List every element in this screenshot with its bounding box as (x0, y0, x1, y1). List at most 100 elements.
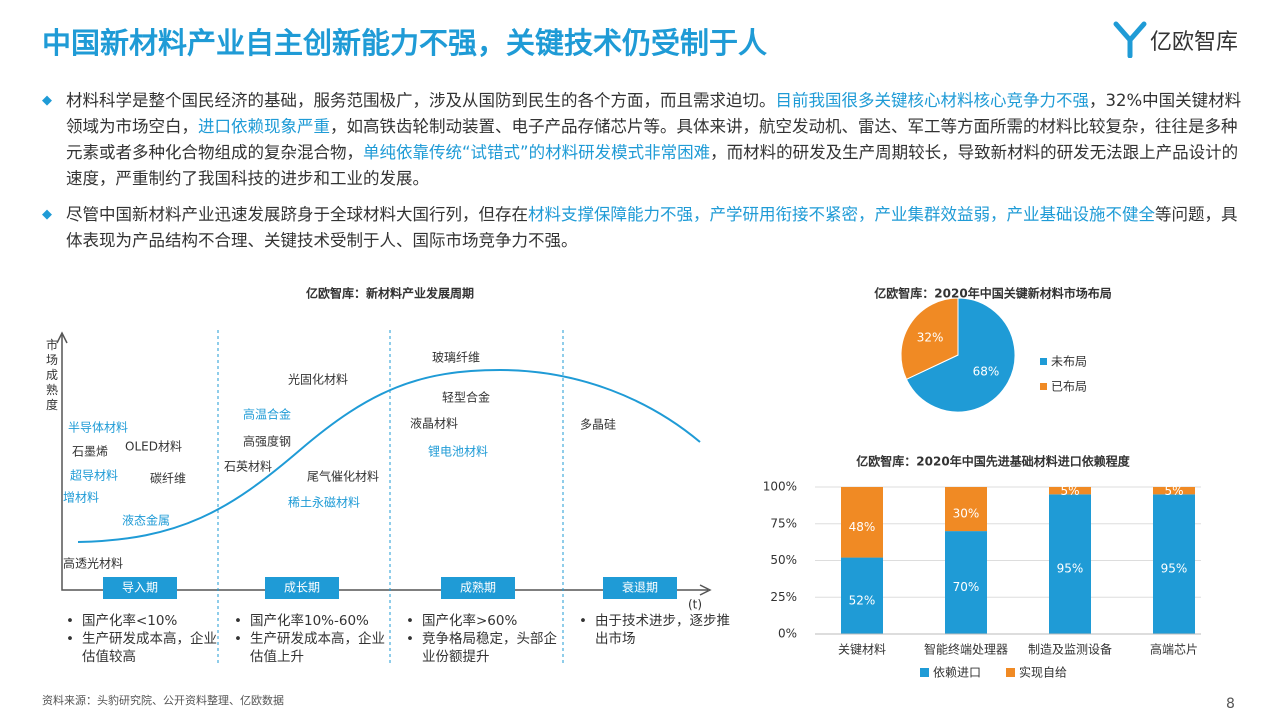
bullet: 尽管中国新材料产业迅速发展跻身于全球材料大国行列，但存在材料支撑保障能力不强，产… (40, 202, 1245, 254)
legend-swatch (1006, 668, 1015, 677)
note-list: 国产化率<10%生产研发成本高，企业估值较高 (62, 612, 227, 666)
material-label: 稀土永磁材料 (288, 495, 360, 510)
chart-title: 亿欧智库：2020年中国先进基础材料进口依赖程度 (856, 454, 1130, 469)
chart-title: 亿欧智库：2020年中国关键新材料市场布局 (874, 286, 1111, 301)
source: 资料来源：头豹研究院、公开资料整理、亿欧数据 (42, 694, 284, 707)
bar-segment (945, 487, 987, 532)
material-label: 液晶材料 (410, 416, 458, 431)
legend-swatch (920, 668, 929, 677)
material-label: 石英材料 (224, 460, 272, 474)
text: 尽管中国新材料产业迅速发展跻身于全球材料大国行列，但存在 (66, 205, 528, 224)
note: 竞争格局稳定，头部企业份额提升 (406, 630, 567, 666)
page-number: 8 (1226, 696, 1235, 712)
arrow (56, 331, 712, 596)
note-list: 国产化率>60%竞争格局稳定，头部企业份额提升 (402, 612, 567, 666)
bar-segment (841, 487, 883, 558)
value-label: 68% (973, 364, 1000, 378)
axes (61, 335, 708, 591)
material-label: 液态金属 (122, 513, 170, 528)
value-label: 70% (953, 580, 980, 594)
maturity-curve (77, 368, 701, 543)
bullet: 材料科学是整个国民经济的基础，服务范围极广，涉及从国防到民生的各个方面，而且需求… (40, 88, 1245, 192)
value-label: 30% (953, 507, 980, 521)
value-label: 95% (1057, 562, 1084, 576)
highlight-text: 进口依赖现象严重 (198, 117, 330, 136)
value-label: 48% (849, 520, 876, 534)
material-label: 超导材料 (70, 468, 118, 483)
bar-segment (1049, 487, 1091, 495)
x-tick-label: 高端芯片 (1150, 642, 1198, 657)
legend-label: 已布局 (1051, 380, 1087, 394)
material-label: 光固化材料 (288, 373, 348, 387)
material-label: 高温合金 (243, 407, 291, 422)
highlight-text: 单纯依靠传统“试错式”的材料研发模式非常困难 (363, 143, 711, 162)
material-label: 玻璃纤维 (432, 351, 480, 365)
text: 等问题，具体表现为产品结构不合理、关键技术受制于人、国际市场竞争力不强。 (66, 205, 1238, 250)
note: 由于技术进步，逐步推出市场 (579, 612, 735, 648)
legend-label: 实现自给 (1019, 665, 1067, 680)
text: 材料科学是整个国民经济的基础，服务范围极广，涉及从国防到民生的各个方面，而且需求… (66, 91, 776, 110)
stage-name: 衰退期 (622, 580, 658, 595)
legend-swatch (1040, 358, 1047, 365)
material-label: 尾气催化材料 (307, 469, 379, 484)
y-axis-label: 市场成熟度 (46, 337, 58, 412)
highlight-text: 目前我国很多关键核心材料核心竞争力不强 (775, 91, 1090, 110)
value-label: 95% (1161, 562, 1188, 576)
value-label: 5% (1164, 484, 1183, 498)
material-label: 碳纤维 (150, 472, 186, 486)
material-label: 高透光材料 (63, 556, 123, 571)
material-label: 高强度钢 (243, 434, 291, 449)
material-label: 多晶硅 (580, 418, 616, 432)
bar-segment (841, 557, 883, 634)
material-label: OLED材料 (125, 440, 182, 454)
stage-name: 成熟期 (460, 580, 496, 595)
y-tick-label: 100% (763, 480, 797, 494)
x-tick-label: 关键材料 (838, 643, 886, 657)
note: 国产化率>60% (406, 612, 567, 630)
material-label: 锂电池材料 (428, 444, 488, 459)
material-label: 增材料 (63, 491, 99, 505)
material-label: 石墨烯 (72, 445, 108, 459)
legend-label: 依赖进口 (933, 665, 981, 680)
value-label: 52% (849, 593, 876, 607)
slide-title: 中国新材料产业自主创新能力不强，关键技术仍受制于人 (42, 26, 768, 60)
text: ，而材料的研发及生产周期较长，导致新材料的研发无法跟上产品设计的速度，严重制约了… (66, 143, 1239, 188)
x-tick-label: 智能终端处理器 (924, 642, 1008, 657)
logo-icon (1113, 21, 1147, 58)
x-tick-label: 制造及监测设备 (1028, 643, 1112, 657)
legend-label: 未布局 (1051, 355, 1087, 369)
x-axis-label: (t) (688, 598, 702, 612)
stage-box (265, 577, 339, 599)
material-label: 半导体材料 (68, 421, 128, 435)
diagram-title: 亿欧智库：新材料产业发展周期 (306, 286, 474, 301)
y-tick-label: 0% (778, 627, 797, 641)
stage-name: 成长期 (284, 581, 320, 595)
bar-segment (1153, 487, 1195, 495)
legend-swatch (1040, 383, 1047, 390)
note-list: 由于技术进步，逐步推出市场 (575, 612, 735, 648)
stage-box (603, 577, 677, 599)
y-tick-label: 50% (770, 553, 797, 567)
note: 国产化率<10% (66, 612, 227, 630)
note: 生产研发成本高，企业估值较高 (66, 630, 227, 666)
highlight-text: 材料支撑保障能力不强，产学研用衔接不紧密，产业集群效益弱，产业基础设施不健全 (528, 205, 1155, 224)
note: 国产化率10%-60% (234, 612, 395, 630)
value-label: 32% (917, 331, 944, 345)
pie-slice (900, 297, 959, 380)
note-list: 国产化率10%-60%生产研发成本高，企业估值上升 (230, 612, 395, 666)
y-tick-label: 25% (770, 590, 797, 604)
y-tick-label: 75% (770, 516, 797, 530)
bar-segment (945, 531, 987, 634)
logo-text: 亿欧智库 (1150, 30, 1239, 55)
value-label: 5% (1060, 484, 1079, 498)
pie-slice (905, 297, 1016, 413)
stage-name: 导入期 (122, 581, 158, 595)
stage-box (103, 577, 177, 599)
material-label: 轻型合金 (442, 390, 490, 405)
bar-segment (1049, 494, 1091, 634)
bar-segment (1153, 494, 1195, 634)
text: ，32%中国关键材料领域为市场空白， (66, 91, 1242, 136)
note: 生产研发成本高，企业估值上升 (234, 630, 395, 666)
